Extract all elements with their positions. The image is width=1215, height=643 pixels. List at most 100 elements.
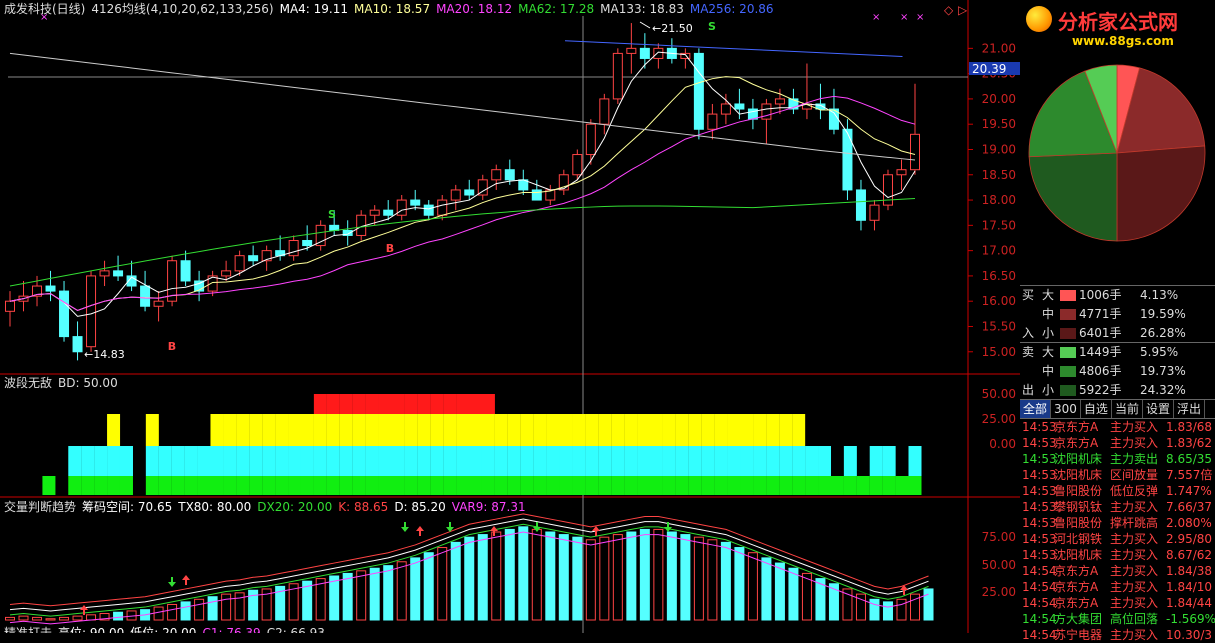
- bd-bar-segment: [649, 446, 663, 476]
- main-header: 成发科技(日线) 4126均线(4,10,20,62,133,256) MA4: 1…: [4, 1, 774, 16]
- candle-body: [612, 52, 623, 100]
- kline-chart[interactable]: 21.0020.5020.0019.5019.0018.5018.0017.50…: [0, 0, 1020, 633]
- bd-bar-segment: [701, 476, 715, 495]
- signal-list-item[interactable]: 14:53 沈阳机床 主力买入 8.67/62: [1020, 547, 1215, 563]
- flow-volume: 4771手: [1079, 307, 1122, 321]
- bd-bar-segment: [197, 476, 211, 495]
- candle-body: [599, 98, 610, 125]
- bd-bar-segment: [171, 446, 185, 476]
- signal-list-item[interactable]: 14:53 沈阳机床 区间放量 7.557倍: [1020, 467, 1215, 483]
- bd-bar-segment: [469, 446, 482, 476]
- signal-value: 1.83/68: [1166, 420, 1213, 434]
- signal-list-item[interactable]: 14:54 京东方A 主力买入 1.84/44: [1020, 595, 1215, 611]
- signal-list-item[interactable]: 14:53 攀钢钒钛 主力买入 7.66/37: [1020, 499, 1215, 515]
- candle-body: [693, 52, 704, 130]
- trend-bar: [788, 567, 799, 621]
- signal-list-item[interactable]: 14:53 沈阳机床 主力卖出 8.65/35: [1020, 451, 1215, 467]
- bd-bar-segment: [882, 446, 896, 476]
- bd-bar-segment: [701, 446, 715, 476]
- trend-bar: [707, 539, 718, 621]
- bd-bar-segment: [727, 414, 741, 446]
- bd-bar-segment: [313, 394, 327, 414]
- signal-list-item[interactable]: 14:53 河北钢铁 主力买入 2.95/80: [1020, 531, 1215, 547]
- signal-list-item[interactable]: 14:53 京东方A 主力买入 1.83/62: [1020, 435, 1215, 451]
- trend-bar: [410, 557, 421, 621]
- candle-body: [761, 103, 772, 120]
- signal-value: 1.747%: [1166, 484, 1212, 498]
- bd-bar-segment: [326, 394, 340, 414]
- signal-stock: 京东方A: [1054, 564, 1099, 578]
- bd-bar-segment: [818, 446, 832, 476]
- trend-bar: [59, 616, 70, 621]
- tab-5[interactable]: 浮出: [1174, 400, 1205, 418]
- tab-4[interactable]: 设置: [1143, 400, 1174, 418]
- signal-list-item[interactable]: 14:53 京东方A 主力买入 1.83/68: [1020, 419, 1215, 435]
- candle-body: [59, 290, 70, 338]
- signal-action: 主力买入: [1110, 500, 1159, 514]
- candle-body: [882, 174, 893, 206]
- tab-0[interactable]: 全部: [1020, 400, 1052, 418]
- trend-bar: [518, 526, 529, 621]
- bd-bar-segment: [688, 476, 702, 495]
- ma133-line: [9, 52, 916, 161]
- candle-body: [720, 103, 731, 115]
- bd-bar-segment: [262, 414, 276, 446]
- flow-swatch: [1060, 385, 1076, 396]
- signal-list-item[interactable]: 14:54 方大集团 高位回落 -1.569%: [1020, 611, 1215, 627]
- tab-3[interactable]: 当前: [1112, 400, 1143, 418]
- candle-body: [261, 250, 272, 262]
- candle-body: [126, 275, 137, 287]
- trend-bar: [72, 615, 83, 621]
- bd-bar-segment: [662, 414, 676, 446]
- bd-bar-segment: [688, 414, 702, 446]
- trend-bar: [734, 547, 745, 621]
- bd-bar-segment: [158, 476, 172, 495]
- bd-bar-segment: [766, 414, 780, 446]
- signal-list-item[interactable]: 14:54 京东方A 主力买入 1.84/38: [1020, 563, 1215, 579]
- bd-bar-segment: [288, 414, 302, 446]
- var9-line: [9, 531, 929, 625]
- signal-list-item[interactable]: 14:53 鲁阳股份 低位反弹 1.747%: [1020, 483, 1215, 499]
- bd-bar-segment: [533, 446, 547, 476]
- signal-time: 14:54: [1022, 580, 1057, 594]
- bd-bar-segment: [572, 476, 586, 495]
- flow-percent: 19.73%: [1140, 364, 1186, 378]
- trend-bar: [167, 603, 178, 621]
- bd-bar-segment: [792, 414, 806, 446]
- bd-bar-segment: [443, 476, 457, 495]
- flow-side-label: 买: [1022, 288, 1035, 302]
- bd-bar-segment: [236, 414, 250, 446]
- candle-body: [369, 209, 380, 216]
- bd-bar-segment: [753, 446, 767, 476]
- flow-row: 中 4771手 19.59%: [1020, 305, 1215, 324]
- tab-1[interactable]: 300: [1051, 400, 1081, 418]
- tab-2[interactable]: 自选: [1081, 400, 1112, 418]
- signal-value: 2.95/80: [1166, 532, 1213, 546]
- bd-bar-segment: [481, 476, 495, 495]
- bd-bar-segment: [107, 476, 121, 495]
- flow-size: 小: [1042, 383, 1055, 397]
- candle-body: [207, 275, 218, 292]
- bd-bar-segment: [843, 446, 857, 476]
- bd-bar-segment: [624, 446, 638, 476]
- bd-bar-segment: [288, 446, 302, 476]
- bd-bar-segment: [417, 394, 431, 414]
- signal-time: 14:53: [1022, 500, 1057, 514]
- candle-body: [572, 154, 583, 176]
- trend-bar: [99, 613, 110, 621]
- trend-bar: [639, 528, 650, 621]
- signal-list-item[interactable]: 14:54 苏宁电器 主力买入 10.30/3: [1020, 627, 1215, 643]
- buy-flow-table: 买大 1006手 4.13% 中 4771手 19.59% 入小 6401手 26.28%: [1020, 286, 1215, 343]
- bd-bar-segment: [481, 394, 495, 414]
- signal-list-item[interactable]: 14:53 鲁阳股份 撑杆跳高 2.080%: [1020, 515, 1215, 531]
- bd-bar-segment: [598, 414, 612, 446]
- trend-bar: [653, 528, 664, 621]
- flow-volume: 4806手: [1079, 364, 1122, 378]
- bd-bar-segment: [572, 414, 586, 446]
- trend-bar: [275, 585, 286, 621]
- bd-bar-segment: [391, 446, 405, 476]
- candle-body: [437, 199, 448, 216]
- bd-bar-segment: [727, 476, 741, 495]
- signal-list-item[interactable]: 14:54 京东方A 主力买入 1.84/10: [1020, 579, 1215, 595]
- bd-bar-segment: [171, 476, 185, 495]
